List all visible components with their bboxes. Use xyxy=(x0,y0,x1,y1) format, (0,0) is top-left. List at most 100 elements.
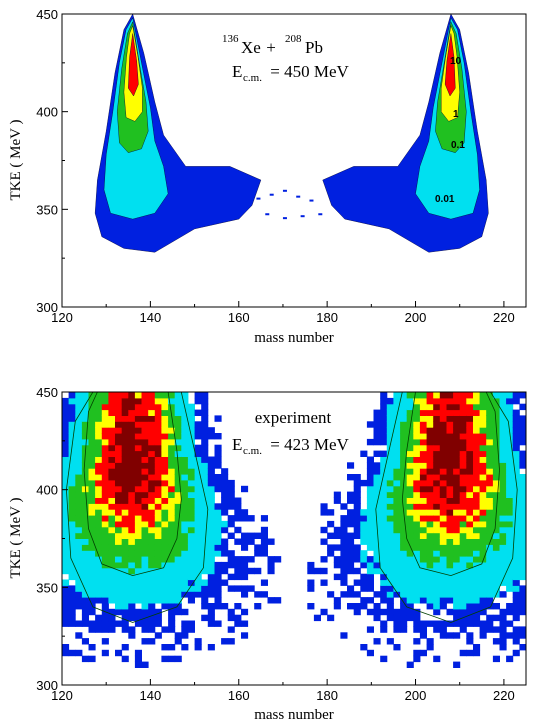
heatmap-cell xyxy=(168,614,176,622)
heatmap-cell xyxy=(519,556,527,563)
heatmap-cell xyxy=(492,544,500,551)
heatmap-cell xyxy=(446,561,454,569)
heatmap-cell xyxy=(128,456,136,463)
heatmap-cell xyxy=(95,409,103,416)
heatmap-cell xyxy=(413,479,421,487)
heatmap-cell xyxy=(194,409,202,416)
heatmap-cell xyxy=(512,538,520,545)
heatmap-cell xyxy=(161,538,169,545)
heatmap-cell xyxy=(506,538,514,545)
heatmap-cell xyxy=(154,468,162,475)
heatmap-cell xyxy=(453,661,461,668)
heatmap-cell xyxy=(433,438,441,446)
heatmap-cell xyxy=(134,591,142,598)
heatmap-cell xyxy=(366,532,374,539)
heatmap-cell xyxy=(148,520,156,528)
heatmap-cell xyxy=(459,597,467,604)
heatmap-cell xyxy=(168,620,176,627)
heatmap-cell xyxy=(267,538,275,545)
heatmap-cell xyxy=(95,456,103,463)
heatmap-cell xyxy=(134,392,142,399)
heatmap-cell xyxy=(75,649,83,657)
heatmap-cell xyxy=(386,597,394,604)
heatmap-cell xyxy=(174,427,182,434)
heatmap-cell xyxy=(88,556,96,563)
heatmap-cell xyxy=(214,462,222,469)
heatmap-cell xyxy=(141,479,149,487)
heatmap-cell xyxy=(419,450,427,457)
heatmap-cell xyxy=(426,438,434,446)
heatmap-cell xyxy=(247,585,255,592)
heatmap-cell xyxy=(121,644,129,651)
heatmap-cell xyxy=(154,585,162,592)
heatmap-cell xyxy=(201,485,209,493)
heatmap-cell xyxy=(439,509,447,516)
heatmap-cell xyxy=(141,567,149,575)
heatmap-cell xyxy=(68,649,76,657)
heatmap-cell xyxy=(221,497,229,504)
heatmap-cell xyxy=(95,462,103,469)
heatmap-cell xyxy=(161,567,169,575)
heatmap-cell xyxy=(360,479,368,487)
heatmap-cell xyxy=(207,608,215,616)
heatmap-cell xyxy=(187,462,195,469)
heatmap-cell xyxy=(241,585,249,592)
heatmap-cell xyxy=(161,485,169,493)
heatmap-cell xyxy=(327,614,335,622)
heatmap-cell xyxy=(141,661,149,668)
heatmap-cell xyxy=(512,649,520,657)
heatmap-cell xyxy=(347,550,355,557)
heatmap-cell xyxy=(340,538,348,545)
heatmap-cell xyxy=(347,462,355,469)
heatmap-cell xyxy=(141,397,149,405)
heatmap-cell xyxy=(360,509,368,516)
heatmap-cell xyxy=(154,526,162,534)
heatmap-cell xyxy=(68,597,76,604)
heatmap-cell xyxy=(453,614,461,622)
x-tick-label: 140 xyxy=(140,688,162,703)
heatmap-cell xyxy=(400,550,408,557)
heatmap-cell xyxy=(108,608,116,616)
heatmap-cell xyxy=(154,632,162,639)
heatmap-cell xyxy=(439,556,447,563)
heatmap-cell xyxy=(446,550,454,557)
heatmap-cell xyxy=(148,415,156,422)
heatmap-cell xyxy=(134,526,142,534)
y-tick-label: 400 xyxy=(36,105,58,120)
heatmap-cell xyxy=(473,567,481,575)
heatmap-cell xyxy=(386,608,394,616)
heatmap-cell xyxy=(227,520,235,528)
heatmap-cell xyxy=(426,491,434,498)
heatmap-cell xyxy=(101,438,109,446)
heatmap-cell xyxy=(101,491,109,498)
x-tick-label: 200 xyxy=(405,310,427,325)
heatmap-cell xyxy=(459,450,467,457)
heatmap-cell xyxy=(207,573,215,581)
heatmap-cell xyxy=(68,608,76,616)
heatmap-cell xyxy=(373,550,381,557)
heatmap-cell xyxy=(453,515,461,522)
heatmap-cell xyxy=(141,638,149,645)
heatmap-cell xyxy=(154,491,162,498)
heatmap-cell xyxy=(466,444,474,452)
heatmap-cell xyxy=(108,409,116,416)
heatmap-cell xyxy=(68,538,76,545)
heatmap-cell xyxy=(148,591,156,598)
heatmap-cell xyxy=(386,468,394,475)
heatmap-cell xyxy=(207,485,215,493)
heatmap-cell xyxy=(161,532,169,539)
heatmap-cell xyxy=(154,438,162,446)
heatmap-cell xyxy=(446,544,454,551)
heatmap-cell xyxy=(406,526,414,534)
heatmap-cell xyxy=(479,509,487,516)
heatmap-cell xyxy=(115,462,123,469)
heatmap-cell xyxy=(486,544,494,551)
heatmap-cell xyxy=(148,485,156,493)
heatmap-cell xyxy=(81,597,89,604)
heatmap-cell xyxy=(81,591,89,598)
heatmap-cell xyxy=(466,438,474,446)
heatmap-cell xyxy=(101,538,109,545)
heatmap-cell xyxy=(492,392,500,399)
heatmap-cell xyxy=(68,462,76,469)
heatmap-cell xyxy=(426,403,434,411)
